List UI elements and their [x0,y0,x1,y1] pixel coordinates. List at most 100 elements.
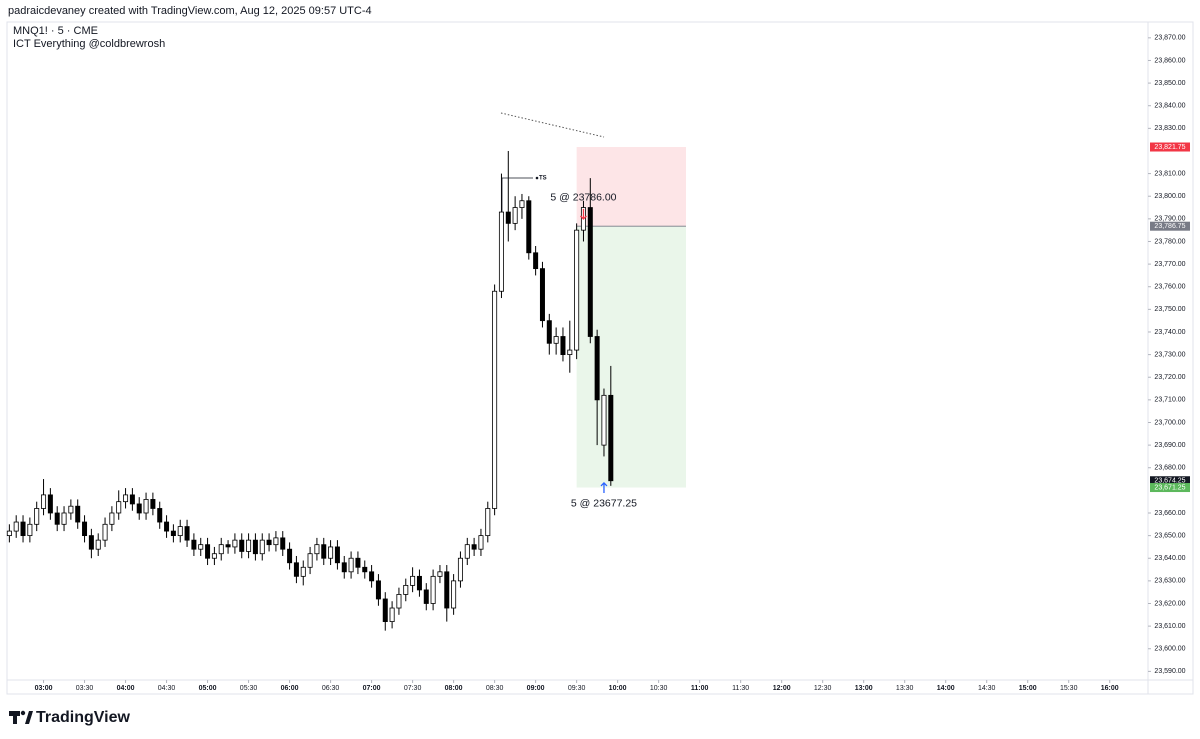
candle-body [471,544,477,550]
candle-body [266,539,272,546]
y-tick-label: 23,620.00 [1154,600,1185,607]
candle-body [314,544,320,555]
candle-body [280,537,286,550]
y-tick-label: 23,660.00 [1154,510,1185,517]
candle-body [259,539,265,555]
candle-body [95,539,101,550]
x-tick-label: 03:00 [35,685,53,692]
candle-body [519,200,525,208]
last-price-label [1150,476,1190,486]
candle-body [362,566,368,573]
candle-body [485,508,491,537]
y-tick-label: 23,610.00 [1154,623,1185,630]
y-tick-label: 23,800.00 [1154,193,1185,200]
candle-body [403,584,409,595]
y-tick-label: 23,850.00 [1154,80,1185,87]
x-tick-label: 04:30 [158,685,176,692]
candle-body [608,394,614,482]
candle-body [539,268,545,322]
y-tick-label: 23,770.00 [1154,261,1185,268]
candle-body [437,571,443,577]
y-tick-label: 23,830.00 [1154,125,1185,132]
candle-body [478,535,484,550]
y-tick-label: 23,860.00 [1154,57,1185,64]
candle-body [177,526,183,537]
target-price-label-text: 23,671.25 [1154,484,1185,491]
x-tick-label: 11:00 [691,685,709,692]
trade-arrow [580,208,587,220]
x-tick-label: 08:30 [486,685,504,692]
candle-body [567,349,573,356]
candle-body [252,539,258,555]
x-tick-label: 05:30 [240,685,258,692]
logo-text: TradingView [36,709,131,726]
candle-body [560,336,566,356]
candle-body [321,544,327,559]
candle-body [410,575,416,586]
x-tick-label: 14:30 [978,685,996,692]
candle-body [430,575,436,604]
stop-price-label [1150,142,1190,152]
candle-body [102,523,108,541]
candle-body [184,526,190,541]
x-tick-label: 09:00 [527,685,545,692]
ts-dot [535,176,539,180]
candle-body [553,336,559,344]
y-tick-label: 23,640.00 [1154,555,1185,562]
x-tick-label: 16:00 [1101,685,1119,692]
x-tick-label: 13:30 [896,685,914,692]
x-tick-label: 11:30 [732,685,749,692]
candle-body [225,544,231,548]
entry-price-label [1150,221,1190,231]
candle-body [232,539,238,548]
x-tick-label: 09:30 [568,685,586,692]
candle-body [328,546,334,559]
candle-body [444,571,450,609]
candle-body [355,557,361,568]
y-tick-label: 23,780.00 [1154,238,1185,245]
candle-body [75,505,81,523]
x-tick-label: 12:30 [814,685,832,692]
trade-label: 5 @ 23786.00 [550,192,616,204]
x-tick-label: 03:30 [76,685,94,692]
candle-body [423,589,429,604]
x-tick-label: 15:30 [1060,685,1078,692]
candle-body [61,512,67,525]
candle-body [341,562,347,573]
x-tick-label: 07:30 [404,685,422,692]
stop-price-label-text: 23,821.75 [1154,144,1185,151]
candle-body [82,521,88,537]
candle-body [239,539,245,552]
candle-body [34,508,40,525]
candle-body [382,598,388,622]
candle-body [457,557,463,582]
candle-body [512,207,518,224]
candle-body [389,607,395,622]
candle-body [505,211,511,224]
y-tick-label: 23,810.00 [1154,170,1185,177]
stop-zone [576,147,686,227]
target-price-label [1150,483,1190,493]
candle-body [211,553,217,559]
candle-body [416,575,422,591]
indicator: ICT Everything @coldbrewrosh [13,38,165,50]
y-tick-label: 23,690.00 [1154,442,1185,449]
candle-body [293,562,299,577]
candle-body [451,580,457,609]
target-zone [576,226,686,488]
x-tick-label: 13:00 [855,685,873,692]
attribution: padraicdevaney created with TradingView.… [8,5,372,17]
candle-body [123,494,129,503]
candle-body [68,505,74,514]
candle-body [157,508,163,523]
trade-label: 5 @ 23677.25 [571,498,637,510]
candle-body [492,290,498,509]
x-tick-label: 04:00 [117,685,135,692]
candle-body [143,499,149,514]
candle-body [334,546,340,564]
candle-body [273,537,279,546]
symbol: MNQ1! · 5 · CME [13,25,98,37]
candle-body [594,336,600,401]
